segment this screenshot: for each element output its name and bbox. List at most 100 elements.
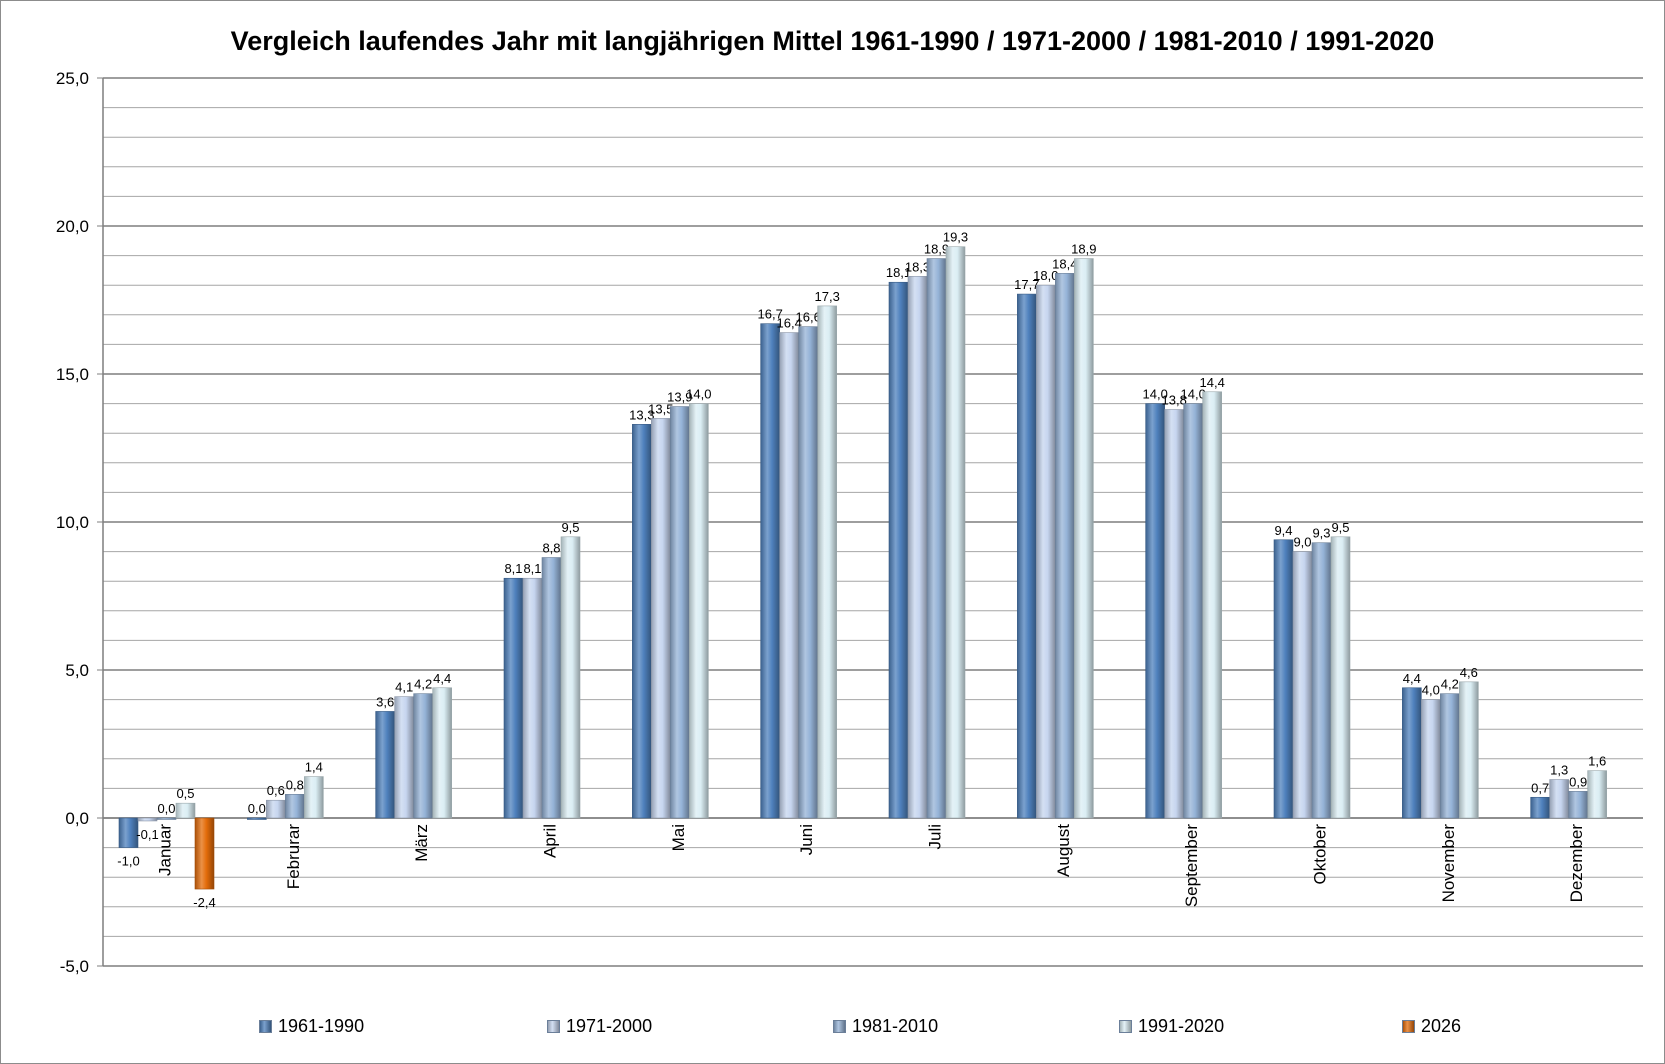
data-label: 9,0 xyxy=(1293,535,1311,550)
category-label: Mai xyxy=(669,824,688,851)
data-label: 4,4 xyxy=(433,671,451,686)
legend-item: 1961-1990 xyxy=(259,1016,364,1037)
bar-1971-2000-Oktober xyxy=(1292,551,1313,819)
legend-item: 1991-2020 xyxy=(1119,1016,1224,1037)
data-label: 1,6 xyxy=(1588,754,1606,769)
bar-1991-2020-Februrar xyxy=(304,776,324,819)
data-label: -2,4 xyxy=(193,895,215,910)
data-label: 13,5 xyxy=(648,401,673,416)
legend-label: 2026 xyxy=(1421,1016,1462,1036)
legend-label: 1971-2000 xyxy=(566,1016,653,1036)
y-tick-label: 0,0 xyxy=(65,809,89,828)
bar-1981-2010-Oktober xyxy=(1311,542,1332,819)
data-label: 4,6 xyxy=(1460,665,1478,680)
data-label: 18,9 xyxy=(1071,242,1096,257)
bar-1991-2020-April xyxy=(560,536,581,819)
category-label: November xyxy=(1439,824,1458,903)
data-label: -0,1 xyxy=(136,827,158,842)
bar-1981-2010-Februrar xyxy=(285,794,305,819)
data-label: 17,3 xyxy=(815,289,840,304)
bar-1971-2000-Dezember xyxy=(1549,779,1569,819)
bar-1961-1990-März xyxy=(375,711,395,819)
category-label: August xyxy=(1054,824,1073,877)
data-label: 14,0 xyxy=(1143,387,1168,402)
y-tick-label: -5,0 xyxy=(60,957,89,976)
data-label: 1,4 xyxy=(305,760,323,775)
data-label: 8,1 xyxy=(504,561,522,576)
bar-1961-1990-Februrar xyxy=(247,817,267,820)
category-label: Juli xyxy=(926,824,945,850)
data-label: 18,3 xyxy=(905,259,930,274)
bar-1971-2000-November xyxy=(1421,699,1441,819)
category-label: März xyxy=(412,824,431,862)
bar-1981-2010-Januar xyxy=(156,817,177,820)
data-label: 19,3 xyxy=(943,230,968,245)
data-label: 9,5 xyxy=(1331,520,1349,535)
legend-item: 1981-2010 xyxy=(833,1016,938,1037)
y-tick-label: 15,0 xyxy=(56,365,89,384)
bar-1991-2020-Oktober xyxy=(1330,536,1351,819)
category-label: Dezember xyxy=(1567,824,1586,903)
data-label: 4,1 xyxy=(395,680,413,695)
bar-1981-2010-Dezember xyxy=(1568,791,1588,819)
bar-1971-2000-April xyxy=(522,577,543,819)
bar-1961-1990-August xyxy=(1017,293,1037,819)
bar-1981-2010-April xyxy=(541,557,562,819)
data-label: 0,7 xyxy=(1531,780,1549,795)
legend-swatch xyxy=(833,1020,846,1033)
bar-1981-2010-Juli xyxy=(926,258,947,819)
data-label: 3,6 xyxy=(376,694,394,709)
bar-1961-1990-November xyxy=(1402,687,1422,819)
data-label: 16,6 xyxy=(796,310,821,325)
category-label: Januar xyxy=(156,824,175,876)
legend-swatch xyxy=(259,1020,272,1033)
data-label: 0,5 xyxy=(176,786,194,801)
data-label: 18,4 xyxy=(1052,256,1077,271)
bar-1971-2000-März xyxy=(394,696,414,819)
bar-1971-2000-Juli xyxy=(907,276,928,819)
legend-item: 1971-2000 xyxy=(547,1016,652,1037)
bar-1971-2000-Januar xyxy=(137,817,158,822)
y-tick-label: 25,0 xyxy=(56,69,89,88)
data-label: 13,9 xyxy=(667,390,692,405)
bar-1991-2020-Januar xyxy=(175,802,196,819)
bar-1981-2010-November xyxy=(1440,693,1460,819)
data-label: 14,0 xyxy=(686,387,711,402)
legend-swatch xyxy=(1119,1020,1132,1033)
bar-1991-2020-Mai xyxy=(689,403,709,819)
legend-item: 2026 xyxy=(1402,1016,1461,1037)
bar-1991-2020-Dezember xyxy=(1587,770,1607,819)
bar-1961-1990-Mai xyxy=(632,424,652,819)
category-label: April xyxy=(541,824,560,858)
data-label: 4,2 xyxy=(414,677,432,692)
bar-1961-1990-Juni xyxy=(760,323,780,819)
bar-1981-2010-Mai xyxy=(670,406,690,819)
chart-title: Vergleich laufendes Jahr mit langjährige… xyxy=(230,26,1435,56)
data-label: 9,3 xyxy=(1312,526,1330,541)
bar-1991-2020-November xyxy=(1459,681,1479,819)
bar-1961-1990-Dezember xyxy=(1530,796,1550,819)
data-label: 18,1 xyxy=(886,265,911,280)
data-label: 0,6 xyxy=(267,783,285,798)
legend-swatch xyxy=(547,1020,560,1033)
data-label: 0,0 xyxy=(248,801,266,816)
data-label: -1,0 xyxy=(117,854,139,869)
data-label: 0,9 xyxy=(1569,774,1587,789)
category-label: September xyxy=(1182,824,1201,907)
bar-1961-1990-April xyxy=(503,577,524,819)
y-tick-label: 5,0 xyxy=(65,661,89,680)
bar-1971-2000-August xyxy=(1036,284,1056,819)
bar-1991-2020-Juli xyxy=(945,246,966,819)
data-label: 4,2 xyxy=(1441,677,1459,692)
data-label: 16,7 xyxy=(758,307,783,322)
bar-1971-2000-Februrar xyxy=(266,799,286,819)
bar-1991-2020-August xyxy=(1074,258,1094,819)
category-label: Juni xyxy=(797,824,816,855)
category-label: Februrar xyxy=(284,824,303,890)
bar-2026-Januar xyxy=(194,817,215,890)
data-label: 13,3 xyxy=(629,407,654,422)
bar-1971-2000-Juni xyxy=(779,332,799,819)
y-tick-label: 10,0 xyxy=(56,513,89,532)
bar-1981-2010-Juni xyxy=(798,326,818,819)
